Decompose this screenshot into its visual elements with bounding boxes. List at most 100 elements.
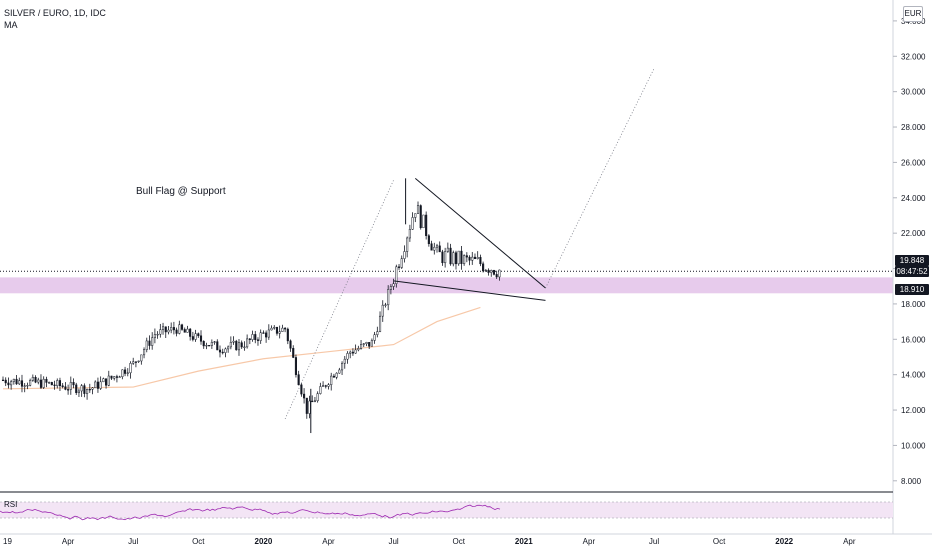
time-tick-label: 2020 [255,537,273,546]
support-zone [0,277,893,294]
candle-body [370,340,373,347]
candle-body [34,377,37,383]
candle-body [216,341,219,351]
candle-body [194,333,197,340]
candle-body [492,270,496,275]
candle-body [468,256,471,261]
candle-body [56,380,59,387]
candle-body [403,251,406,259]
candle-body [227,346,230,350]
candle-body [118,376,121,378]
price-tick-label: 14.000 [901,371,926,380]
candle-body [265,332,268,338]
candle-body [473,256,477,260]
candle-body [248,338,251,340]
candle-body [422,214,425,229]
candle-body [229,342,232,348]
candle-body [373,334,376,341]
candle-body [460,250,463,264]
candle-body [53,384,56,387]
candle-body [397,266,401,268]
candle-body [354,349,357,354]
candle-body [172,327,175,331]
candle-body [387,289,390,306]
candle-body [191,336,194,340]
candle-body [221,351,224,354]
candle-body [80,385,83,392]
price-tick-label: 10.000 [901,441,926,450]
candle-body [311,400,314,403]
candle-body [300,384,303,395]
candle-body [156,333,159,336]
candle-body [232,340,235,343]
currency-badge[interactable]: EUR [903,6,923,22]
candle-body [278,331,281,334]
candle-body [124,369,127,374]
candle-body [134,361,137,363]
candle-body [42,378,45,388]
candle-body [392,283,395,287]
countdown-badge: 08:47:52 [895,266,929,278]
candle-body [143,349,146,356]
candle-body [224,348,227,353]
candle-body [50,382,53,386]
ma-indicator-label[interactable]: MA [4,20,18,30]
rsi-label[interactable]: RSI [4,500,18,509]
chart-annotation[interactable]: Bull Flag @ Support [136,186,226,197]
candle-body [313,400,316,403]
candle-body [444,251,447,264]
candle-body [189,328,192,337]
candle-body [262,332,265,334]
candle-body [218,349,222,353]
candle-body [23,385,26,387]
price-tick-label: 18.000 [901,300,926,309]
chart-legend: SILVER / EURO, 1D, IDC MA [4,7,106,31]
candle-body [121,369,124,378]
candle-body [490,270,493,273]
candle-body [107,375,110,386]
candle-body [243,346,246,348]
candle-body [61,385,64,387]
candle-body [183,329,186,333]
candle-body [362,343,365,345]
candle-body [495,274,498,278]
candle-body [72,382,75,386]
candle-body [351,351,354,354]
candle-body [438,245,441,253]
time-tick-label: 19 [3,537,12,546]
candle-body [406,237,409,252]
candle-body [332,375,335,378]
candle-body [452,252,455,265]
candle-body [202,341,205,347]
candle-body [446,247,449,252]
price-tick-label: 30.000 [901,88,926,97]
candle-body [210,342,213,346]
candle-body [327,384,330,387]
symbol-title[interactable]: SILVER / EURO, 1D, IDC [4,8,106,18]
time-tick-label: Jul [649,537,659,546]
candle-body [365,342,368,344]
candle-body [297,374,300,386]
candle-body [267,329,270,338]
time-tick-label: Oct [713,537,726,546]
candle-body [151,337,154,346]
price-tick-label: 22.000 [901,229,926,238]
candle-body [58,380,62,387]
candle-body [411,217,414,230]
candle-body [161,326,165,330]
candle-body [292,348,295,358]
candle-body [10,381,13,386]
candle-body [270,327,273,331]
time-tick-label: Apr [583,537,596,546]
candle-body [273,326,276,329]
candle-body [425,214,428,236]
candle-body [75,384,78,394]
projection-line [545,68,655,289]
candle-body [498,269,501,278]
time-tick-label: Apr [62,537,75,546]
candle-body [37,379,40,383]
candle-body [167,329,170,333]
candle-body [4,379,7,384]
